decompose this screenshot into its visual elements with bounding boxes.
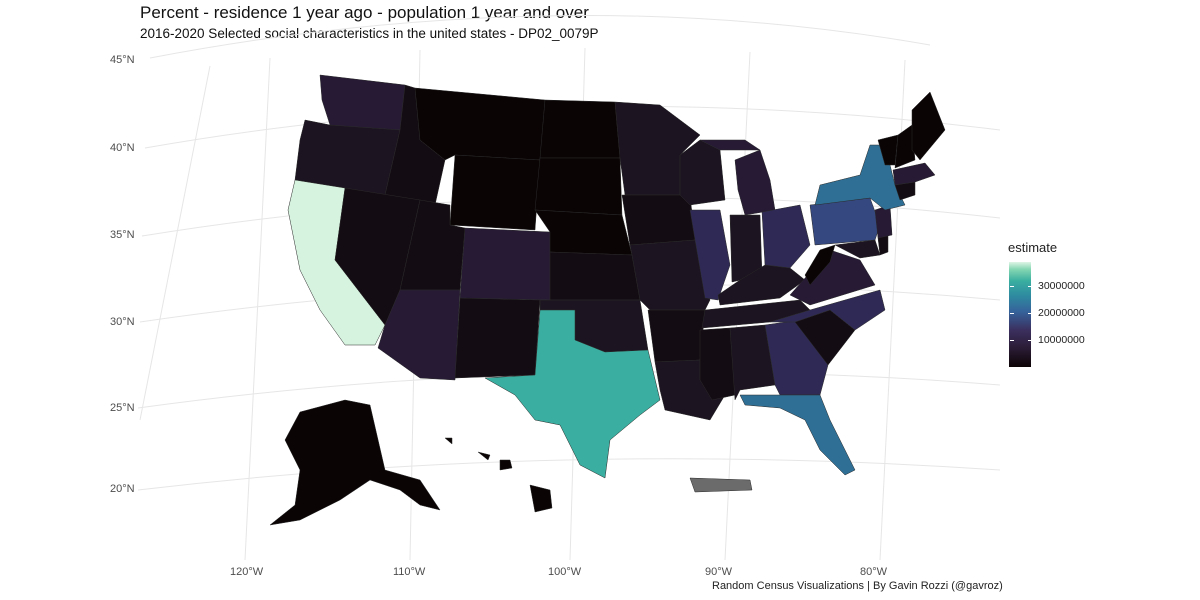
legend-colorbar [1009, 262, 1032, 367]
state-kansas [549, 251, 641, 301]
state-north-dakota [539, 99, 621, 159]
state-mississippi [699, 327, 736, 401]
state-arkansas [647, 309, 706, 363]
lon-label-90: 90°W [705, 566, 733, 578]
lon-label-80: 80°W [860, 566, 888, 578]
state-new-jersey [874, 204, 893, 239]
state-vermont [877, 134, 899, 166]
territory-puerto-rico [689, 477, 753, 493]
state-wisconsin [679, 139, 726, 206]
state-pennsylvania [809, 197, 881, 246]
state-north-carolina [769, 289, 886, 331]
legend-tick-30m: 30000000 [1038, 280, 1085, 292]
legend-tick-10m: 10000000 [1038, 334, 1085, 346]
lon-label-100: 100°W [548, 566, 582, 578]
caption: Random Census Visualizations | By Gavin … [712, 580, 1003, 592]
state-maine [911, 91, 946, 161]
state-kentucky [717, 264, 806, 306]
legend-title: estimate [1008, 240, 1058, 255]
state-alabama [729, 324, 776, 401]
lon-label-120: 120°W [230, 566, 264, 578]
state-alaska [269, 399, 441, 526]
map-title: Percent - residence 1 year ago - populat… [140, 3, 589, 22]
state-colorado [459, 227, 551, 301]
state-new-hampshire [894, 124, 916, 169]
state-florida [739, 394, 856, 476]
state-arizona [377, 289, 461, 381]
map-subtitle: 2016-2020 Selected social characteristic… [140, 26, 599, 41]
state-massachusetts [892, 162, 936, 186]
states [269, 74, 946, 526]
state-washington [319, 74, 406, 131]
state-new-mexico [454, 297, 541, 379]
lat-label-20: 20°N [110, 483, 135, 495]
state-ohio [761, 204, 811, 269]
state-west-virginia [804, 244, 836, 286]
lat-label-30: 30°N [110, 316, 135, 328]
state-south-dakota [534, 157, 623, 216]
lat-label-40: 40°N [110, 142, 135, 154]
lat-label-35: 35°N [110, 229, 135, 241]
lat-label-45: 45°N [110, 54, 135, 66]
state-texas [484, 309, 661, 479]
color-legend: estimate 30000000 20000000 10000000 [1008, 240, 1085, 367]
state-hawaii [444, 437, 553, 513]
state-illinois [689, 209, 731, 301]
lat-label-25: 25°N [110, 402, 135, 414]
lon-label-110: 110°W [393, 566, 426, 578]
state-wyoming [449, 154, 541, 231]
state-montana [414, 87, 546, 161]
legend-tick-20m: 20000000 [1038, 307, 1085, 319]
state-iowa [621, 194, 696, 246]
